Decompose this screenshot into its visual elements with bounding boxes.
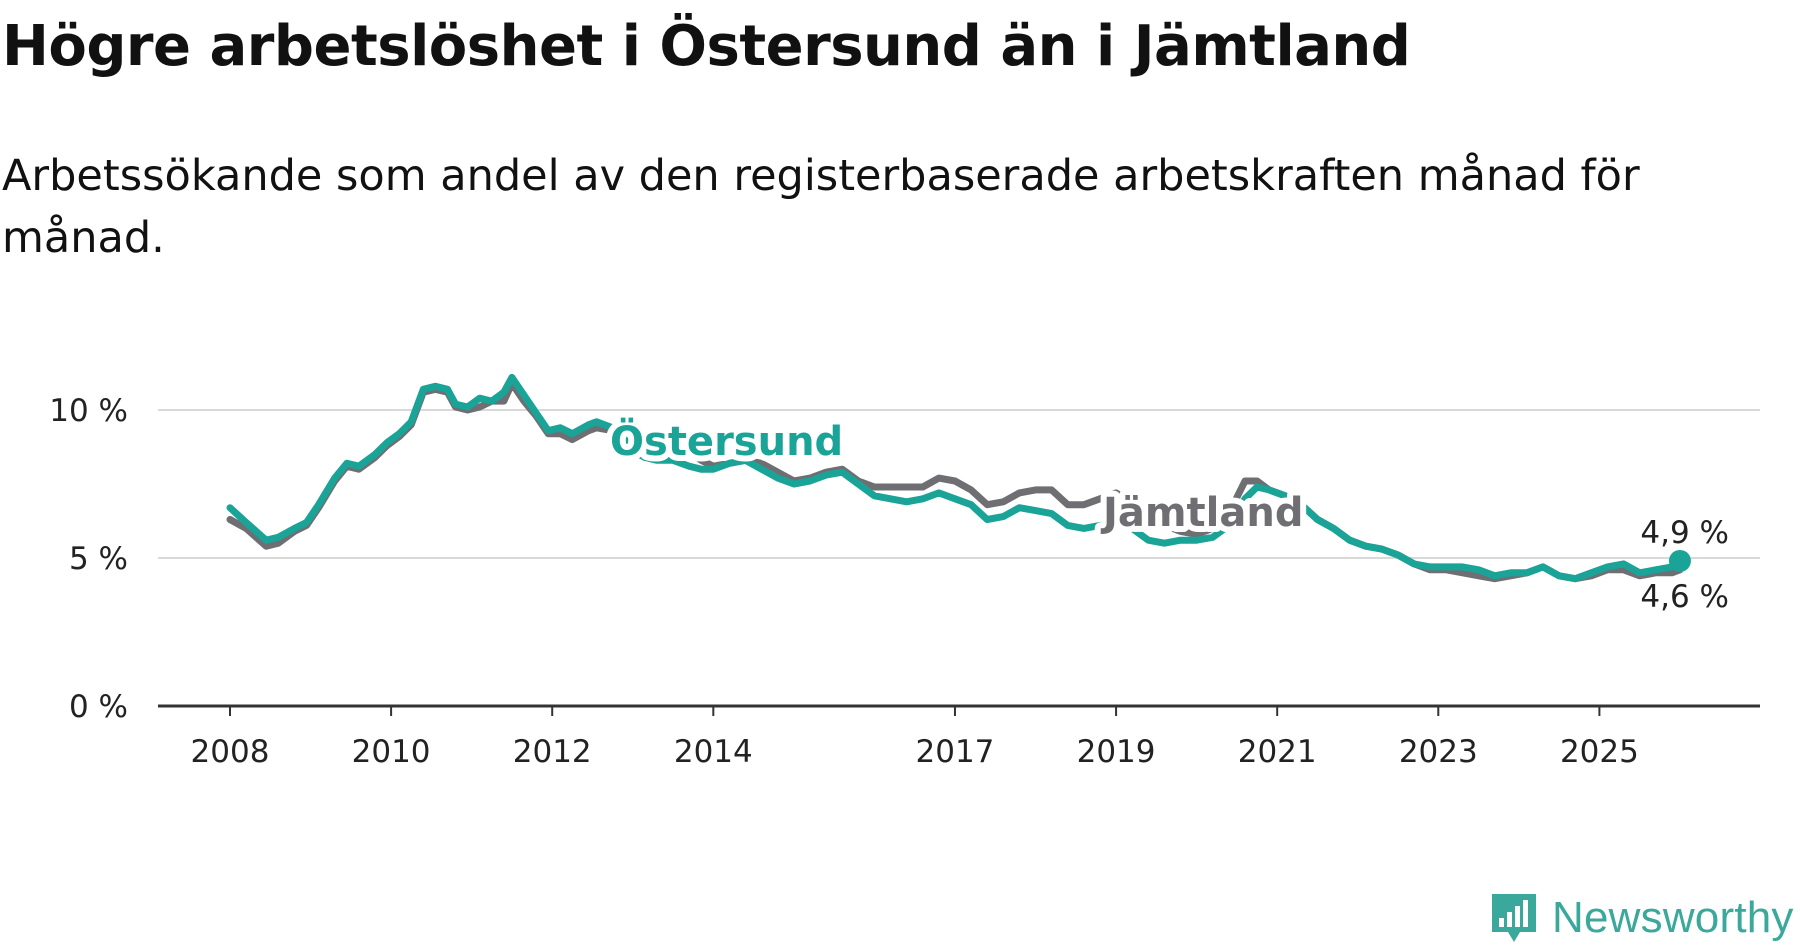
x-tick-label: 2017 [916,734,995,770]
end-label-ostersund: 4,9 % [1640,515,1729,551]
series-labels: Östersund Jämtland 4,9 % 4,6 % [604,411,1729,615]
x-tick-label: 2019 [1077,734,1156,770]
brand: Newsworthy [1490,888,1794,948]
y-axis-ticks: 0 % 5 % 10 % [49,393,128,725]
brand-name: Newsworthy [1552,893,1794,942]
x-tick-label: 2021 [1238,734,1317,770]
gridlines [158,409,1760,559]
x-tick-label: 2010 [352,734,431,770]
series-line-ostersund [226,373,1684,583]
x-axis: 2008 2010 2012 2014 2017 2019 2021 2023 2025 [158,704,1760,770]
end-point-ostersund [1668,549,1691,572]
y-tick-label: 0 % [69,689,128,725]
series-label-jamtland: Jämtland [1100,490,1304,536]
chart-title: Högre arbetslöshet i Östersund än i Jämt… [2,14,1411,79]
end-label-jamtland: 4,6 % [1640,579,1729,615]
series-line-jamtland [226,379,1684,583]
x-tick-label: 2023 [1399,734,1478,770]
series-label-ostersund: Östersund [610,417,843,465]
x-tick-label: 2014 [674,734,753,770]
x-tick-label: 2012 [513,734,592,770]
x-tick-label: 2008 [191,734,270,770]
chart-subtitle: Arbetssökande som andel av den registerb… [2,151,1640,263]
y-tick-label: 5 % [69,541,128,577]
series-lines [226,373,1684,583]
newsworthy-logo-icon [1492,894,1536,942]
y-tick-label: 10 % [49,393,128,429]
x-tick-label: 2025 [1560,734,1639,770]
